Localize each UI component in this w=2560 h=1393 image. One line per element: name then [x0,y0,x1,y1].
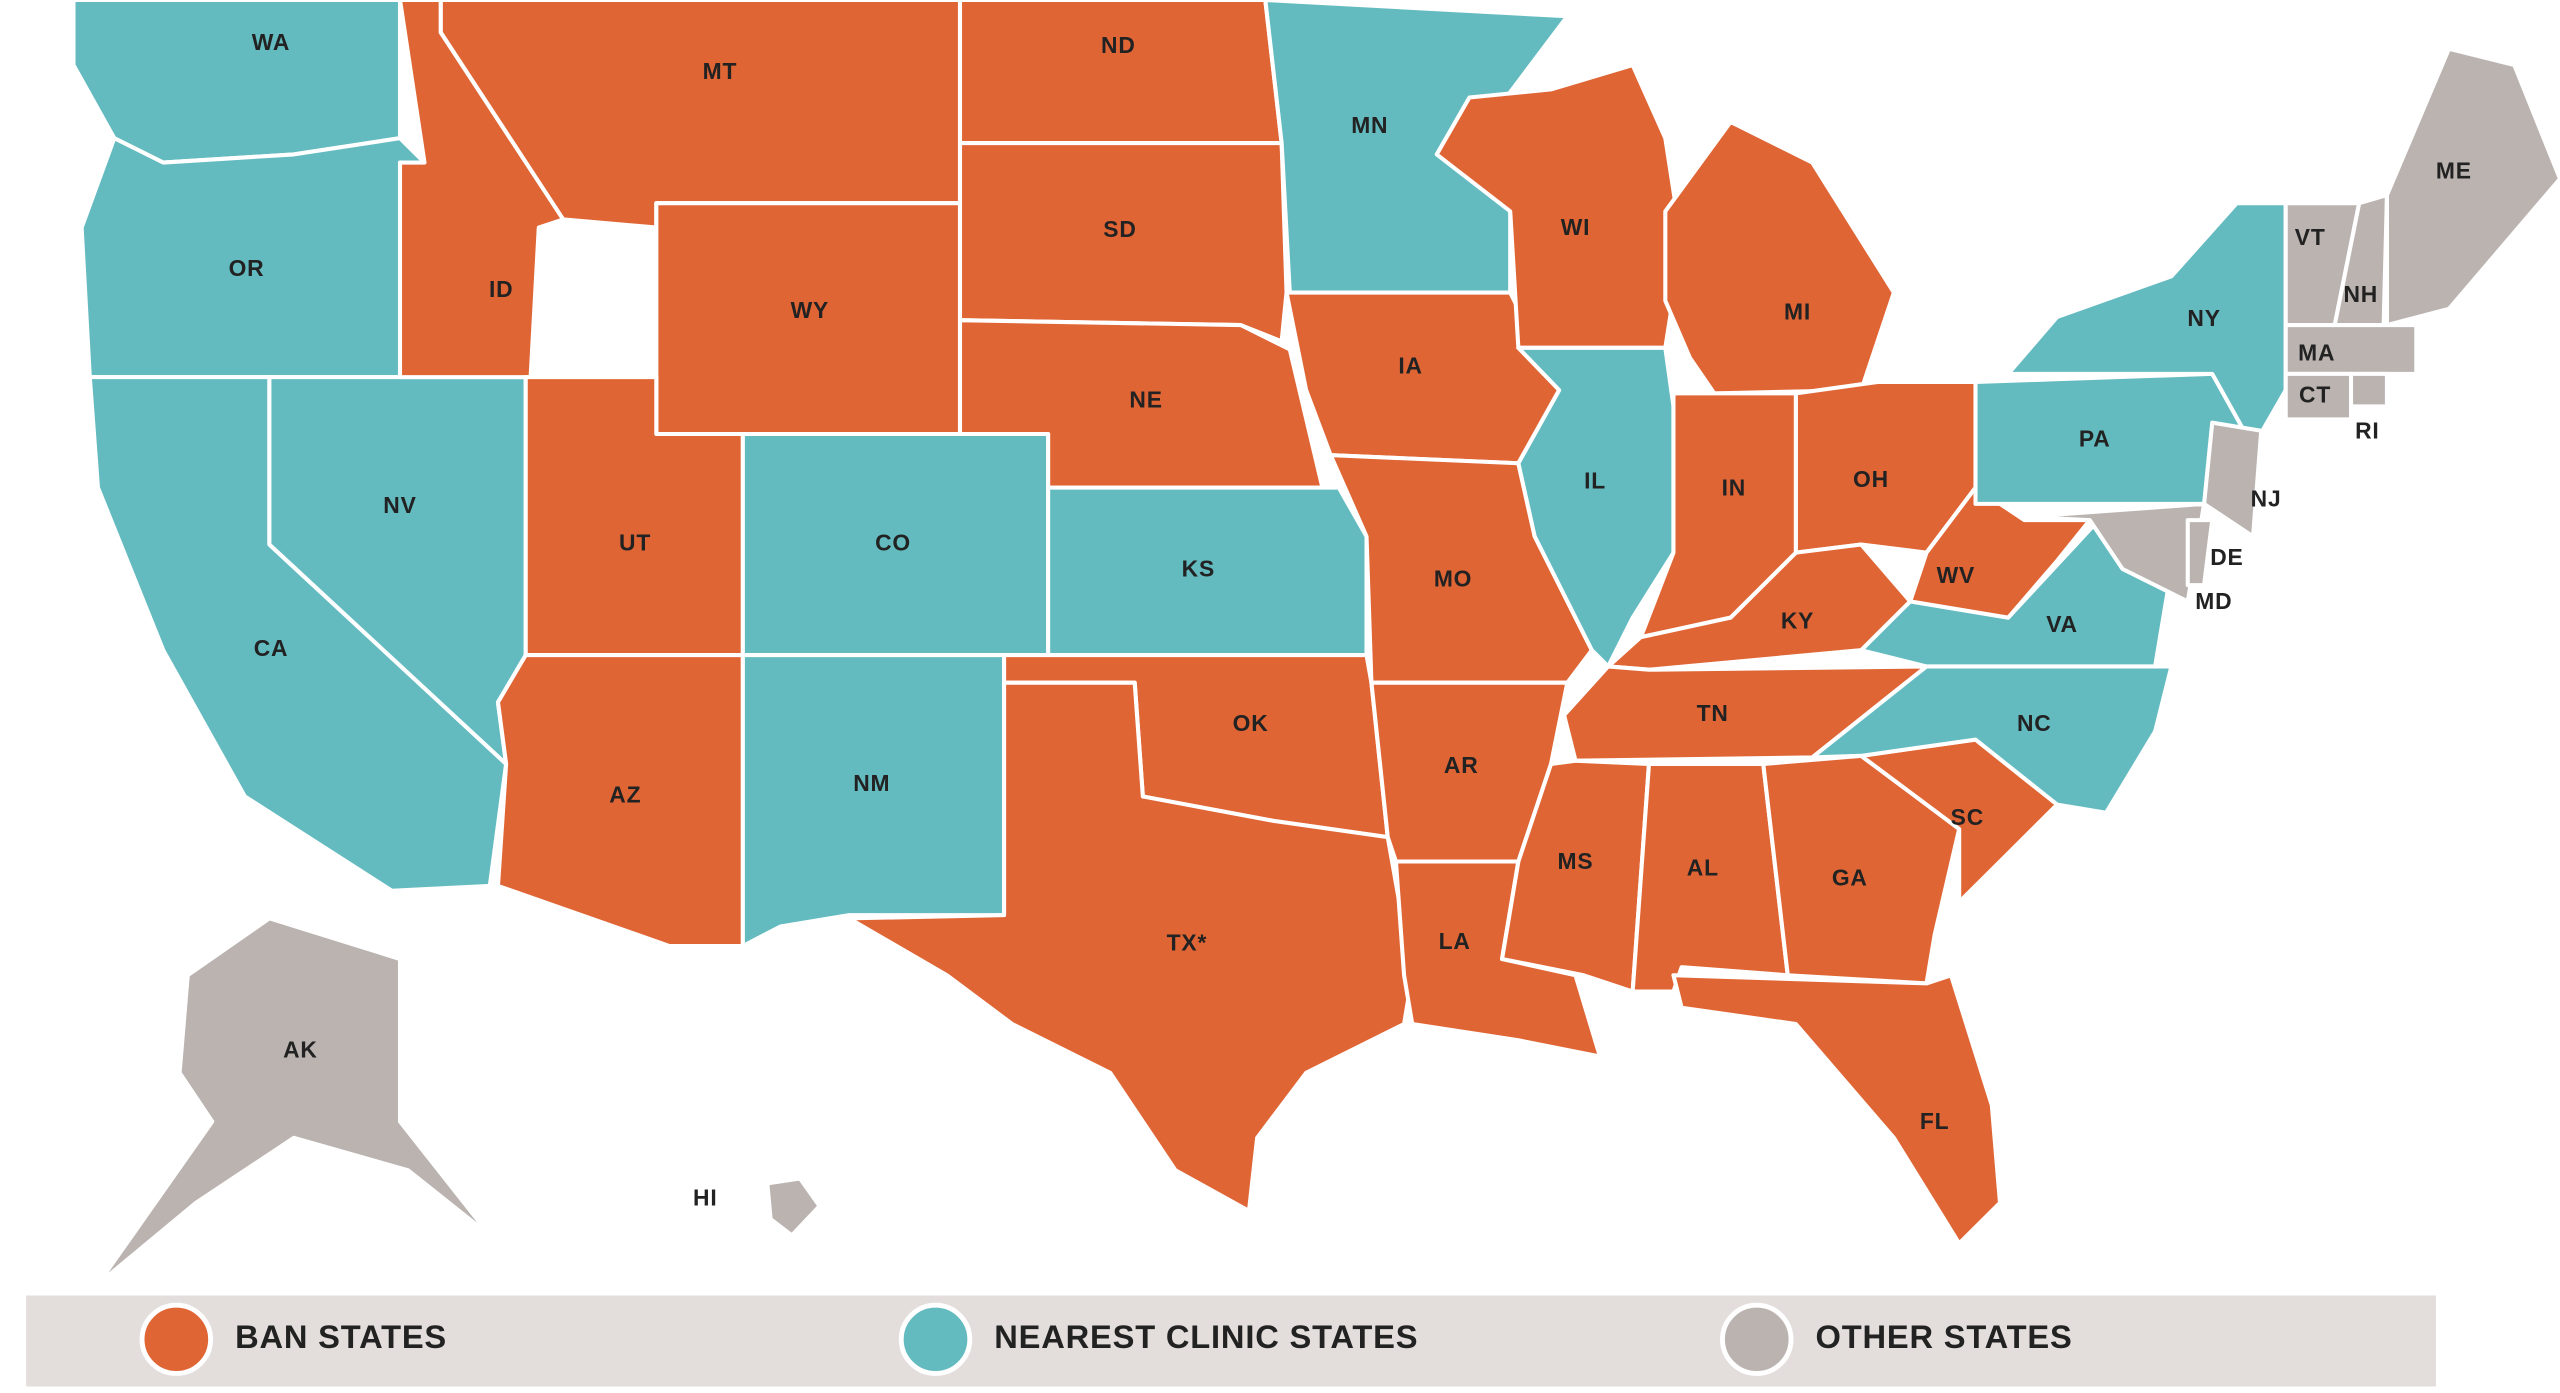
state-label: OK [1233,710,1269,736]
state-shape [2283,371,2354,422]
legend-swatch [1720,1302,1794,1376]
state-label: WI [1561,214,1591,240]
state-shape [1663,119,1896,396]
state-label: KY [1781,608,1814,634]
state-label: MI [1784,299,1811,325]
state-label: CT [2299,382,2331,408]
state-label: OR [229,255,265,281]
state-label: FL [1920,1108,1950,1134]
state-shape [846,680,1415,1213]
legend: BAN STATES NEAREST CLINIC STATES OTHER STA… [139,1302,2073,1376]
state-label: WV [1937,562,1975,588]
state-label: AK [283,1037,318,1063]
state-label: NH [2343,281,2378,307]
state-label: MO [1434,565,1472,591]
state-label: NE [1129,387,1162,413]
state-label: NM [853,770,890,796]
state-shape [71,0,403,165]
state-label: TX* [1167,929,1208,955]
state-label: AR [1444,752,1479,778]
state-label: NC [2017,710,2052,736]
state-label: ND [1101,32,1136,58]
state-label: AL [1687,855,1719,881]
state-label: PA [2079,426,2111,452]
state-label: OH [1853,466,1889,492]
state-label: CA [254,635,289,661]
state-label: MN [1351,112,1388,138]
state-shape [765,1176,822,1238]
state-shape [2283,323,2419,376]
state-label: RI [2355,417,2379,443]
state-label: MA [2298,339,2335,365]
state-label: NV [383,492,416,518]
state-label: GA [1832,864,1868,890]
state-label: MS [1558,848,1594,874]
state-shape [2022,501,2207,604]
state-label: WY [791,297,829,323]
state-shape [1671,973,2003,1246]
states: WA OR CA NV ID MT WY UT AZ CO NM ND SD NE KS OK TX* MN IA M… [71,0,2560,1287]
state-label: AZ [609,782,641,808]
state-shape [957,141,1289,344]
state-label: LA [1439,928,1471,954]
state-label: KS [1182,556,1215,582]
state-label: IN [1722,474,1746,500]
state-label: WA [252,29,290,55]
state-shape [957,0,1284,146]
state-shape [2185,518,2215,588]
state-shape [2384,46,2560,328]
state-shape [2202,420,2264,539]
state-label: NJ [2251,486,2282,512]
state-shape [95,916,492,1287]
state-label: ID [489,276,513,302]
state-shape [1263,0,1570,295]
state-label: CO [875,530,911,556]
state-label: SD [1103,216,1136,242]
state-label: ME [2436,157,2472,183]
state-label: IA [1398,352,1422,378]
legend-label: OTHER STATES [1816,1319,2073,1355]
state-label: MT [703,58,738,84]
state-shape [2348,371,2389,409]
legend-bar [26,1295,2436,1387]
state-shape [740,653,1007,949]
legend-swatch [898,1302,973,1376]
state-label: SC [1951,804,1984,830]
state-label: IL [1584,468,1606,494]
state-label: UT [619,530,651,556]
state-label: HI [693,1185,717,1211]
legend-label: NEAREST CLINIC STATES [994,1319,1418,1355]
state-label: MD [2195,588,2232,614]
legend-swatch [139,1302,214,1376]
legend-label: BAN STATES [235,1319,447,1355]
state-label: VT [2295,224,2326,250]
state-label: DE [2210,544,2243,570]
state-label: NY [2187,305,2220,331]
state-label: TN [1697,700,1729,726]
state-label: VA [2046,611,2078,637]
